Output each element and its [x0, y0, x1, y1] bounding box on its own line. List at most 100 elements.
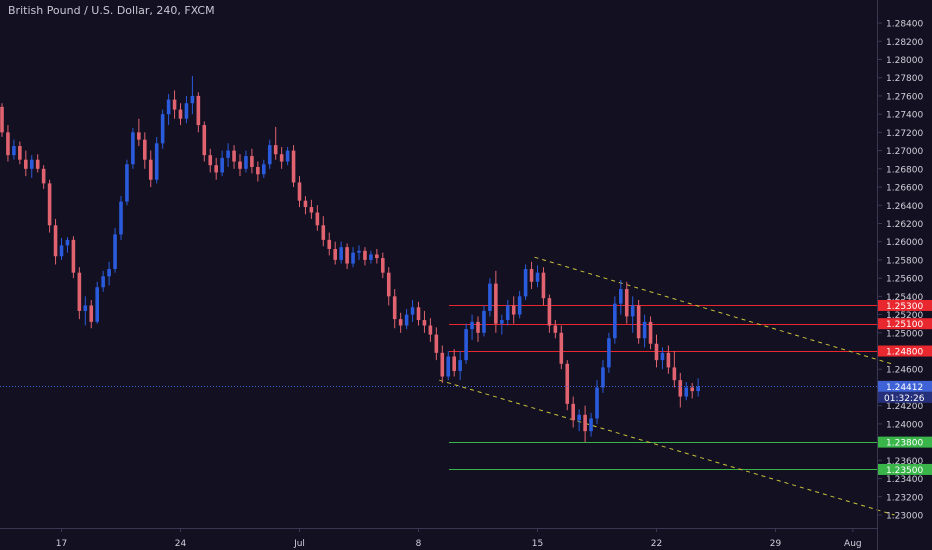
candle[interactable]	[416, 301, 421, 326]
candle[interactable]	[65, 237, 70, 253]
candle[interactable]	[398, 312, 403, 333]
candle[interactable]	[208, 148, 213, 173]
trendline-upper[interactable]	[534, 256, 895, 366]
candle[interactable]	[678, 372, 683, 408]
candle[interactable]	[642, 314, 647, 348]
candle[interactable]	[482, 305, 486, 337]
candle[interactable]	[12, 139, 16, 160]
candle[interactable]	[309, 199, 314, 219]
candle[interactable]	[273, 126, 278, 160]
candle[interactable]	[131, 127, 135, 169]
candle[interactable]	[553, 320, 558, 339]
candle[interactable]	[505, 299, 510, 326]
candle[interactable]	[238, 154, 242, 177]
candle[interactable]	[0, 103, 4, 137]
candle[interactable]	[95, 281, 99, 324]
candle[interactable]	[410, 299, 415, 322]
candle[interactable]	[494, 270, 498, 333]
candle[interactable]	[345, 243, 349, 270]
candle[interactable]	[565, 360, 570, 411]
candle[interactable]	[232, 145, 236, 169]
candle[interactable]	[226, 143, 230, 167]
candle[interactable]	[47, 179, 52, 233]
candle[interactable]	[404, 309, 409, 330]
candle[interactable]	[267, 139, 272, 169]
candle[interactable]	[220, 150, 224, 177]
candle[interactable]	[601, 360, 605, 393]
candle[interactable]	[285, 146, 290, 166]
candle[interactable]	[178, 103, 183, 126]
candle[interactable]	[547, 294, 552, 333]
candle[interactable]	[619, 279, 623, 315]
candle[interactable]	[315, 205, 320, 231]
candle[interactable]	[339, 241, 343, 264]
candle[interactable]	[559, 325, 564, 370]
candle[interactable]	[488, 278, 492, 317]
candle[interactable]	[357, 245, 361, 260]
candle[interactable]	[160, 109, 165, 149]
candle[interactable]	[6, 125, 10, 162]
candle[interactable]	[523, 264, 528, 300]
candle[interactable]	[648, 316, 653, 350]
candle[interactable]	[256, 161, 260, 182]
candle[interactable]	[654, 334, 659, 368]
candle[interactable]	[184, 95, 189, 124]
candle[interactable]	[262, 159, 266, 178]
candle[interactable]	[690, 382, 694, 399]
candle[interactable]	[297, 176, 302, 208]
candle[interactable]	[476, 316, 480, 342]
candle[interactable]	[577, 409, 581, 432]
candle[interactable]	[624, 281, 629, 324]
candle[interactable]	[613, 296, 617, 344]
candle[interactable]	[381, 252, 385, 279]
candle[interactable]	[517, 290, 522, 319]
candle[interactable]	[172, 90, 177, 119]
candle[interactable]	[333, 241, 337, 265]
candle[interactable]	[24, 150, 28, 177]
candle[interactable]	[696, 378, 700, 397]
candle[interactable]	[41, 165, 46, 189]
candle[interactable]	[452, 349, 456, 377]
candle[interactable]	[666, 345, 671, 374]
candle[interactable]	[386, 267, 391, 306]
candle[interactable]	[83, 296, 88, 326]
candle[interactable]	[541, 267, 546, 306]
candle[interactable]	[119, 196, 123, 240]
candle[interactable]	[250, 148, 254, 174]
candle[interactable]	[53, 218, 58, 265]
candle[interactable]	[684, 381, 689, 401]
candle[interactable]	[607, 332, 611, 373]
candle[interactable]	[464, 323, 468, 364]
candle[interactable]	[35, 154, 40, 173]
trendline-lower[interactable]	[439, 379, 895, 516]
candle[interactable]	[77, 267, 82, 320]
candle[interactable]	[589, 412, 593, 437]
candle[interactable]	[29, 155, 34, 178]
candle[interactable]	[107, 261, 111, 286]
candle[interactable]	[535, 265, 540, 288]
candle[interactable]	[101, 270, 105, 292]
candle[interactable]	[321, 216, 326, 247]
candle[interactable]	[672, 351, 677, 388]
candle[interactable]	[148, 150, 153, 188]
candle[interactable]	[446, 351, 451, 381]
candle[interactable]	[428, 318, 433, 342]
candle[interactable]	[369, 250, 373, 264]
candle[interactable]	[392, 289, 397, 329]
candle[interactable]	[244, 150, 248, 173]
candle[interactable]	[327, 232, 332, 256]
candle[interactable]	[363, 247, 367, 266]
candle[interactable]	[660, 347, 665, 370]
candle[interactable]	[511, 296, 516, 324]
candle[interactable]	[202, 121, 207, 162]
candle[interactable]	[458, 351, 462, 381]
candle[interactable]	[351, 247, 355, 268]
candle[interactable]	[89, 299, 94, 329]
candle[interactable]	[636, 299, 641, 344]
candle[interactable]	[18, 141, 22, 165]
candle[interactable]	[113, 228, 117, 273]
candle[interactable]	[422, 310, 427, 333]
candle[interactable]	[125, 159, 129, 206]
candle[interactable]	[166, 94, 171, 126]
